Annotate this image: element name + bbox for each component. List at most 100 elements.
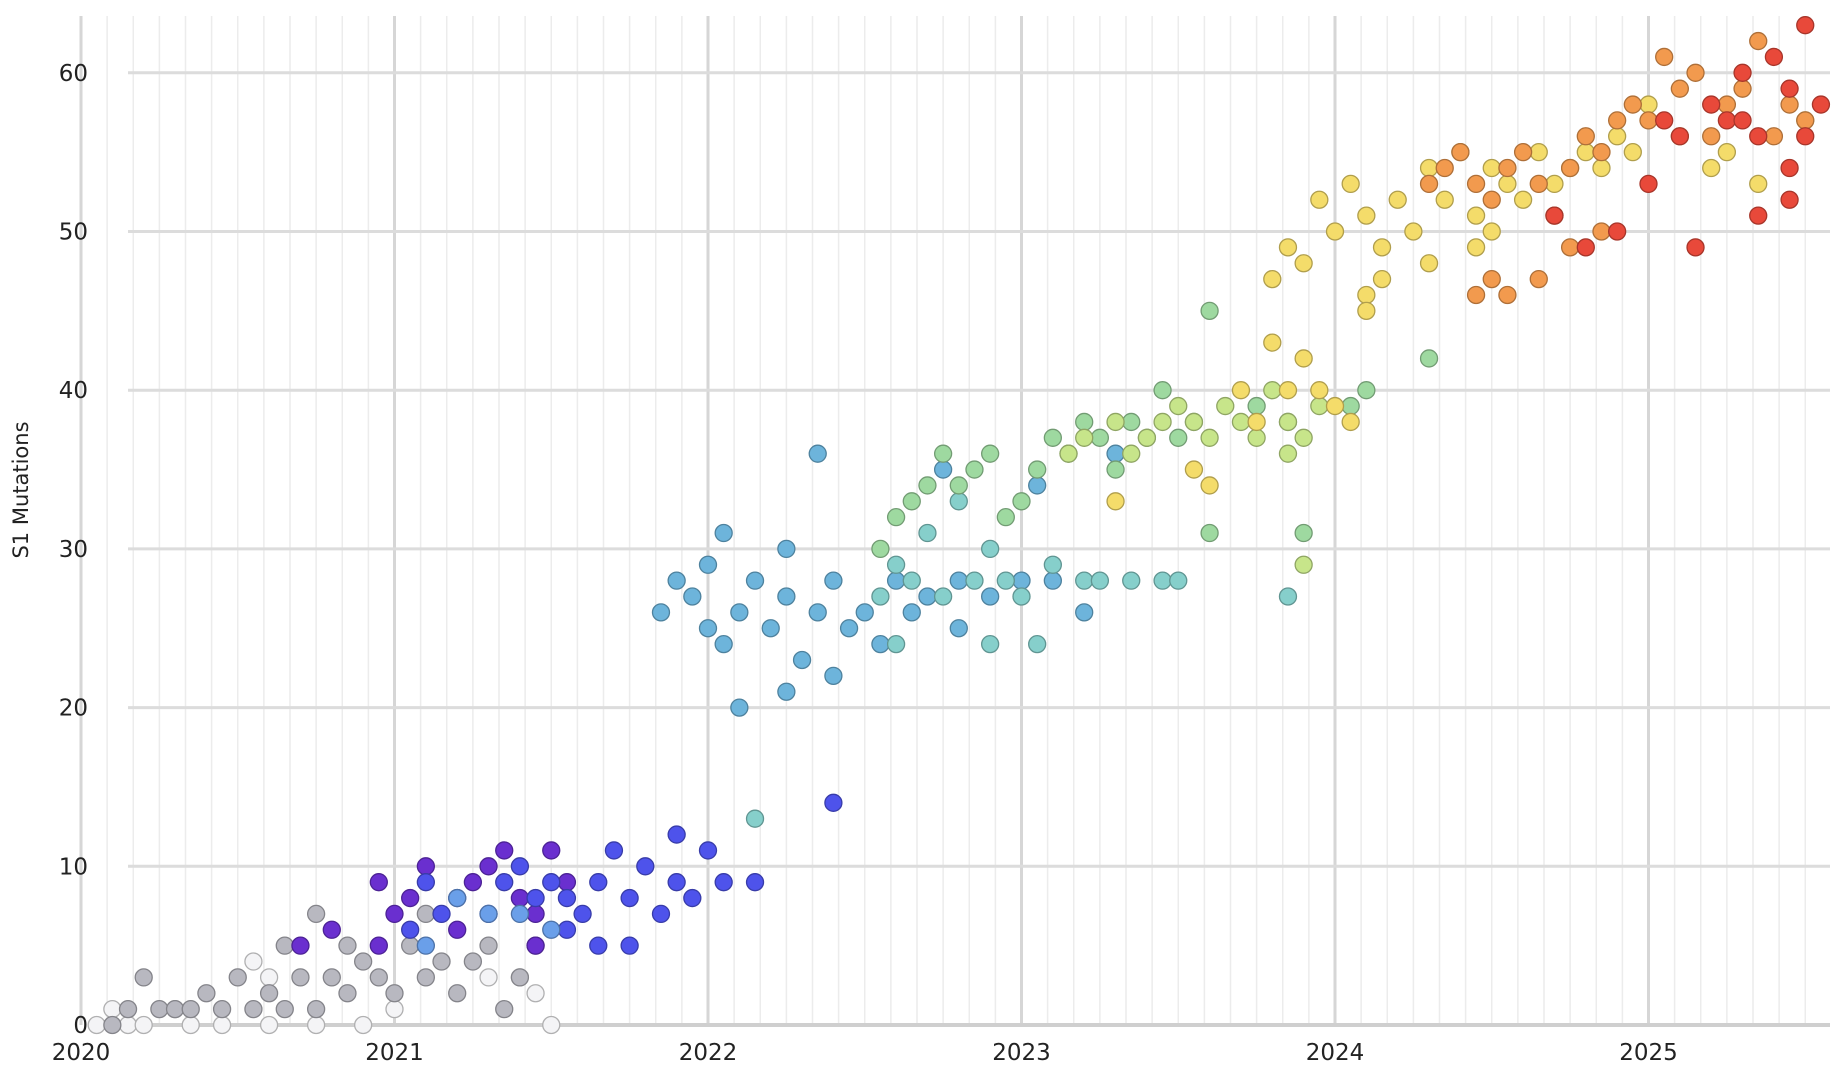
data-point	[1639, 111, 1658, 130]
data-point	[1310, 396, 1329, 416]
data-point	[275, 999, 294, 1019]
data-point	[212, 999, 232, 1019]
data-point	[259, 984, 279, 1003]
data-point	[808, 603, 827, 622]
data-point	[698, 841, 718, 860]
data-point	[1529, 174, 1548, 194]
data-point	[1655, 111, 1674, 130]
data-point	[1513, 190, 1533, 209]
data-point	[463, 952, 483, 971]
data-point	[714, 873, 733, 892]
data-point	[1184, 412, 1204, 432]
data-point	[1263, 333, 1282, 352]
data-point	[745, 873, 765, 892]
data-point	[557, 873, 577, 892]
data-point	[1717, 95, 1737, 114]
data-point	[1576, 127, 1595, 146]
data-point	[1686, 238, 1705, 257]
data-point	[244, 952, 263, 971]
data-point	[401, 936, 420, 955]
data-point	[1764, 47, 1784, 67]
data-point	[1247, 428, 1266, 447]
y-tick-label: 30	[59, 537, 88, 563]
data-point	[1075, 571, 1094, 590]
data-point	[792, 650, 812, 670]
data-point	[1560, 158, 1580, 178]
data-point	[933, 444, 953, 463]
data-point	[306, 999, 326, 1019]
data-point	[1623, 95, 1642, 114]
data-point	[918, 523, 937, 543]
data-point	[416, 936, 436, 955]
data-point	[1263, 381, 1282, 400]
data-point	[1028, 460, 1047, 479]
data-point	[918, 476, 937, 495]
data-point	[1780, 95, 1799, 114]
data-point	[1717, 142, 1737, 162]
data-point	[777, 539, 796, 559]
y-axis-label: S1 Mutations	[9, 421, 33, 558]
data-point	[526, 984, 545, 1003]
data-point	[1122, 412, 1141, 432]
data-point	[965, 571, 984, 590]
data-point	[745, 809, 765, 828]
data-point	[275, 936, 294, 955]
data-point	[495, 841, 514, 860]
data-point	[118, 999, 138, 1019]
data-point	[150, 999, 169, 1019]
data-point	[1702, 127, 1721, 146]
data-point	[1466, 285, 1486, 305]
data-point	[1310, 190, 1329, 209]
data-point	[1357, 301, 1376, 321]
data-point	[432, 952, 451, 971]
data-point	[369, 936, 388, 955]
data-point	[949, 619, 968, 638]
data-point	[1733, 63, 1752, 82]
data-point	[322, 968, 341, 987]
data-point	[777, 587, 796, 606]
data-point	[1137, 428, 1157, 447]
data-point	[1639, 174, 1658, 194]
data-point	[165, 999, 185, 1019]
data-point	[1294, 349, 1313, 368]
data-point	[714, 523, 733, 543]
data-point	[573, 904, 592, 924]
data-point	[1028, 476, 1047, 495]
data-point	[385, 904, 404, 924]
data-point	[542, 873, 561, 892]
data-point	[1608, 127, 1627, 146]
data-point	[212, 1015, 232, 1035]
data-point	[1482, 269, 1501, 289]
data-point	[495, 999, 514, 1019]
data-point	[1169, 428, 1188, 447]
data-point	[228, 968, 247, 987]
data-point	[1200, 523, 1219, 543]
data-point	[1341, 174, 1360, 194]
data-point	[1247, 396, 1266, 416]
data-point	[1294, 254, 1313, 273]
data-point	[479, 857, 498, 876]
data-point	[1592, 222, 1611, 241]
data-point	[730, 698, 749, 717]
data-point	[1733, 79, 1752, 98]
y-tick-label: 40	[59, 378, 88, 404]
data-point	[1028, 634, 1047, 654]
data-point	[871, 539, 890, 559]
data-point	[542, 1015, 561, 1035]
data-point	[1780, 79, 1799, 98]
data-point	[448, 984, 467, 1003]
data-point	[1278, 381, 1298, 400]
data-point	[902, 603, 921, 622]
data-point	[1153, 381, 1172, 400]
data-point	[1545, 206, 1564, 225]
data-point	[651, 904, 671, 924]
data-point	[824, 571, 843, 590]
y-tick-label: 50	[59, 220, 88, 246]
data-point	[1435, 158, 1454, 178]
data-point	[698, 619, 718, 638]
data-point	[244, 999, 263, 1019]
data-point	[463, 873, 483, 892]
data-point	[1231, 381, 1251, 400]
data-point	[1576, 142, 1595, 162]
data-point	[1466, 238, 1486, 257]
